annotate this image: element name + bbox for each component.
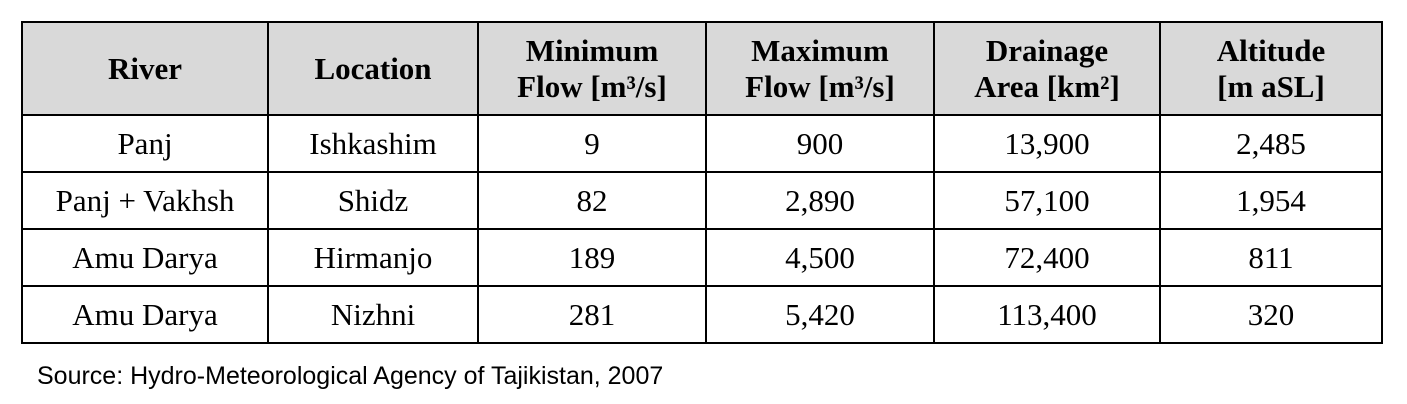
cell-river: Amu Darya [21,228,269,287]
table-row: Amu Darya Nizhni 281 5,420 113,400 320 [21,285,1383,344]
cell-location: Nizhni [267,285,479,344]
cell-maximum-flow: 900 [705,114,935,173]
cell-altitude: 811 [1159,228,1383,287]
header-altitude-line2: [m aSL] [1217,68,1325,104]
cell-drainage-area: 57,100 [933,171,1161,230]
cell-maximum-flow: 4,500 [705,228,935,287]
header-altitude-line1: Altitude [1216,32,1326,68]
header-maximum-flow-line2: Flow [m³/s] [745,68,895,104]
cell-minimum-flow: 82 [477,171,707,230]
cell-river: Panj + Vakhsh [21,171,269,230]
cell-altitude: 2,485 [1159,114,1383,173]
cell-maximum-flow: 5,420 [705,285,935,344]
table-header: River Location Minimum Flow [m³/s] Maxim… [21,21,1383,116]
header-drainage-area-line1: Drainage [985,32,1109,68]
table-row: Amu Darya Hirmanjo 189 4,500 72,400 811 [21,228,1383,287]
header-river: River [21,21,269,116]
cell-drainage-area: 13,900 [933,114,1161,173]
header-altitude: Altitude [m aSL] [1159,21,1383,116]
cell-maximum-flow: 2,890 [705,171,935,230]
cell-altitude: 1,954 [1159,171,1383,230]
header-minimum-flow-line2: Flow [m³/s] [517,68,667,104]
cell-drainage-area: 113,400 [933,285,1161,344]
cell-river: Panj [21,114,269,173]
source-note: Source: Hydro-Meteorological Agency of T… [37,362,664,390]
header-minimum-flow-line1: Minimum [525,32,659,68]
header-maximum-flow-line1: Maximum [751,32,889,68]
header-drainage-area-line2: Area [km²] [974,68,1120,104]
header-minimum-flow: Minimum Flow [m³/s] [477,21,707,116]
header-row: River Location Minimum Flow [m³/s] Maxim… [21,21,1383,116]
header-maximum-flow: Maximum Flow [m³/s] [705,21,935,116]
river-flow-table: River Location Minimum Flow [m³/s] Maxim… [21,21,1383,344]
cell-altitude: 320 [1159,285,1383,344]
table-row: Panj Ishkashim 9 900 13,900 2,485 [21,114,1383,173]
cell-river: Amu Darya [21,285,269,344]
header-location: Location [267,21,479,116]
header-drainage-area: Drainage Area [km²] [933,21,1161,116]
cell-location: Hirmanjo [267,228,479,287]
cell-minimum-flow: 9 [477,114,707,173]
table-row: Panj + Vakhsh Shidz 82 2,890 57,100 1,95… [21,171,1383,230]
header-location-label: Location [314,50,432,86]
cell-minimum-flow: 189 [477,228,707,287]
cell-drainage-area: 72,400 [933,228,1161,287]
cell-location: Ishkashim [267,114,479,173]
cell-minimum-flow: 281 [477,285,707,344]
cell-location: Shidz [267,171,479,230]
table-body: Panj Ishkashim 9 900 13,900 2,485 Panj +… [21,114,1383,344]
header-river-label: River [107,50,183,86]
